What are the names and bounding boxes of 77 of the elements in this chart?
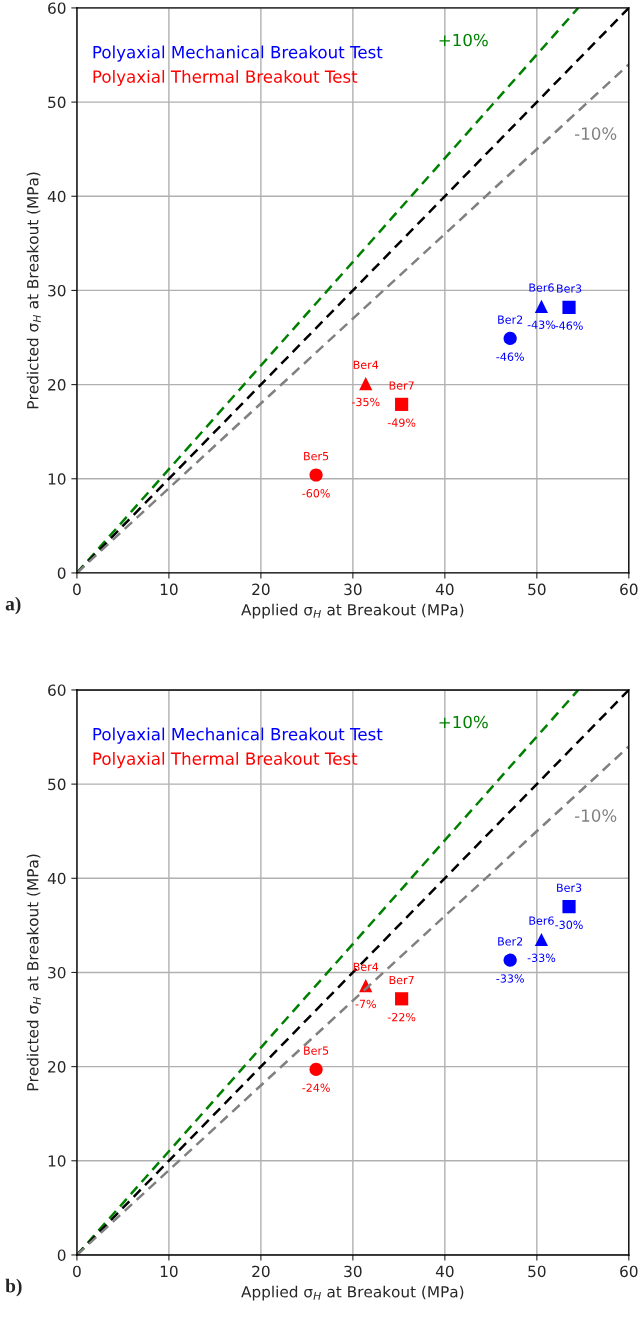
text: +10% — [439, 715, 488, 729]
x-tick-label: 20 — [252, 1265, 270, 1278]
y-tick-label: 0 — [57, 567, 66, 579]
annotation: -24% — [302, 1083, 330, 1092]
y-tick-label: 10 — [48, 1155, 66, 1167]
annotation: Ber2 — [498, 315, 523, 324]
x-tick-label: 60 — [620, 583, 638, 596]
y-tick-label: 30 — [48, 966, 66, 979]
y-tick-label: 50 — [48, 96, 66, 109]
point — [534, 932, 549, 947]
x-tick-label: 0 — [73, 583, 81, 596]
x-tick-label: 60 — [620, 1265, 638, 1278]
x-tick-label: 0 — [73, 1265, 81, 1278]
text: Polyaxial Thermal Breakout Test — [93, 69, 358, 87]
annotation: -49% — [387, 418, 416, 427]
y-tick-label: 10 — [48, 473, 66, 485]
text: Polyaxial Mechanical Breakout Test — [93, 45, 383, 62]
text: Polyaxial Mechanical Breakout Test — [93, 727, 383, 744]
annotation: Ber4 — [353, 962, 379, 971]
annotation: -46% — [555, 321, 583, 330]
y-tick-label: 50 — [48, 778, 66, 791]
annotation: -46% — [496, 352, 524, 361]
series-label: -10% — [574, 809, 617, 822]
point — [395, 992, 409, 1006]
text: +10% — [439, 33, 488, 47]
annotation: Ber6 — [529, 916, 554, 925]
y-tick-label: 40 — [47, 190, 66, 203]
annotation: Ber3 — [557, 284, 582, 293]
annotation: -33% — [496, 974, 524, 983]
annotation: Ber3 — [557, 883, 582, 892]
x-axis-title: Applied σ$_{H}$ at Breakout (MPa) — [241, 603, 464, 619]
annotation: -22% — [387, 1012, 416, 1022]
y-tick-label: 20 — [48, 379, 66, 391]
x-tick-label: 10 — [160, 1265, 178, 1278]
x-tick-label: 20 — [252, 583, 270, 596]
text: a) — [5, 596, 21, 615]
point — [309, 1062, 323, 1077]
y-tick-label: 60 — [48, 2, 66, 14]
text: b) — [5, 1278, 22, 1297]
x-tick-label: 50 — [528, 583, 546, 596]
annotation: Ber7 — [389, 381, 414, 390]
y-tick-label: 0 — [57, 1249, 66, 1261]
point — [309, 468, 323, 482]
series-label: -10% — [574, 127, 617, 140]
annotation: Ber5 — [304, 1046, 329, 1055]
point — [503, 331, 517, 346]
x-tick-label: 40 — [435, 583, 454, 596]
x-tick-label: 10 — [160, 583, 178, 596]
point — [562, 300, 576, 314]
y-tick-label: 60 — [48, 684, 66, 696]
annotation: -60% — [302, 489, 330, 498]
y-tick-label: 20 — [48, 1061, 66, 1073]
annotation: -30% — [555, 920, 583, 930]
annotation: Ber5 — [304, 452, 329, 461]
annotation: Ber6 — [529, 283, 554, 292]
y-tick-label: 40 — [47, 872, 66, 885]
annotation: -33% — [527, 953, 556, 962]
x-axis-title: Applied σ$_{H}$ at Breakout (MPa) — [241, 1285, 464, 1301]
y-axis-title: Predicted σ$_{H}$ at Breakout (MPa) — [26, 854, 41, 1091]
text: Polyaxial Thermal Breakout Test — [93, 752, 358, 769]
x-tick-label: 30 — [344, 583, 362, 596]
point — [503, 953, 517, 967]
x-tick-label: 30 — [344, 1265, 362, 1278]
annotation: -43% — [527, 320, 556, 329]
annotation: Ber7 — [389, 975, 414, 985]
point — [534, 299, 549, 314]
annotation: -7% — [355, 999, 376, 1009]
x-tick-label: 50 — [528, 1265, 546, 1278]
point — [562, 899, 576, 914]
annotation: Ber4 — [353, 360, 379, 369]
annotation: -35% — [351, 397, 380, 407]
point — [359, 377, 373, 391]
point — [395, 397, 409, 411]
y-axis-title: Predicted σ$_{H}$ at Breakout (MPa) — [26, 172, 41, 409]
y-tick-label: 30 — [48, 284, 66, 297]
annotation: Ber2 — [498, 937, 523, 946]
x-tick-label: 40 — [435, 1265, 454, 1278]
